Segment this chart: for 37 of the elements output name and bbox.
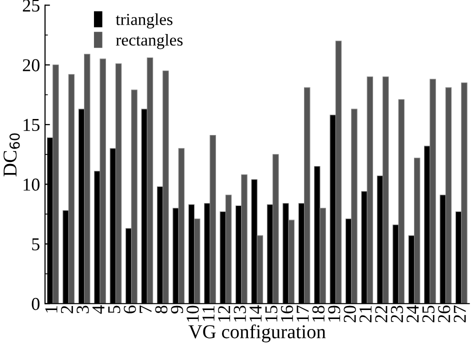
x-tick-label: 10	[186, 306, 199, 322]
x-tick-label: 17	[296, 306, 309, 322]
x-tick-label: 23	[390, 306, 404, 322]
x-tick-label: 26	[438, 306, 450, 322]
y-tick-label: 5	[32, 238, 40, 250]
x-tick-label: 9	[170, 306, 184, 314]
x-tick-label: 13	[234, 306, 246, 322]
y-tick-label: 0	[32, 298, 40, 310]
x-tick-label: 18	[312, 306, 325, 322]
y-axis-title: DC$_{60}$	[4, 133, 20, 176]
legend-label: triangles	[116, 13, 172, 29]
x-tick-label: 4	[92, 305, 104, 314]
x-tick-label: 8	[155, 306, 168, 314]
x-tick-label: 2	[60, 306, 73, 314]
x-tick-label: 27	[454, 306, 466, 322]
x-tick-label: 24	[406, 305, 419, 322]
legend-label: rectangles	[116, 34, 183, 50]
y-tick-label: 15	[24, 118, 40, 132]
y-tick-label: 20	[22, 59, 40, 72]
x-tick-label: 7	[140, 306, 152, 313]
x-tick-label: 11	[202, 306, 214, 321]
x-tick-label: 14	[250, 305, 262, 322]
x-tick-label: 12	[218, 306, 230, 322]
x-axis-title: VG configuration	[188, 324, 326, 342]
x-tick-label: 16	[280, 306, 294, 322]
x-tick-label: 1	[45, 306, 58, 312]
x-tick-label: 6	[124, 306, 136, 314]
x-tick-label: 20	[344, 306, 356, 322]
y-tick-label: 10	[24, 178, 40, 191]
x-tick-label: 15	[265, 306, 278, 322]
x-tick-label: 21	[360, 306, 372, 322]
x-tick-label: 5	[108, 306, 120, 313]
x-tick-label: 22	[375, 306, 388, 322]
y-tick-label: 25	[22, 0, 40, 12]
x-tick-label: 3	[76, 306, 89, 314]
x-tick-label: 25	[422, 306, 434, 322]
x-tick-label: 19	[328, 306, 340, 322]
